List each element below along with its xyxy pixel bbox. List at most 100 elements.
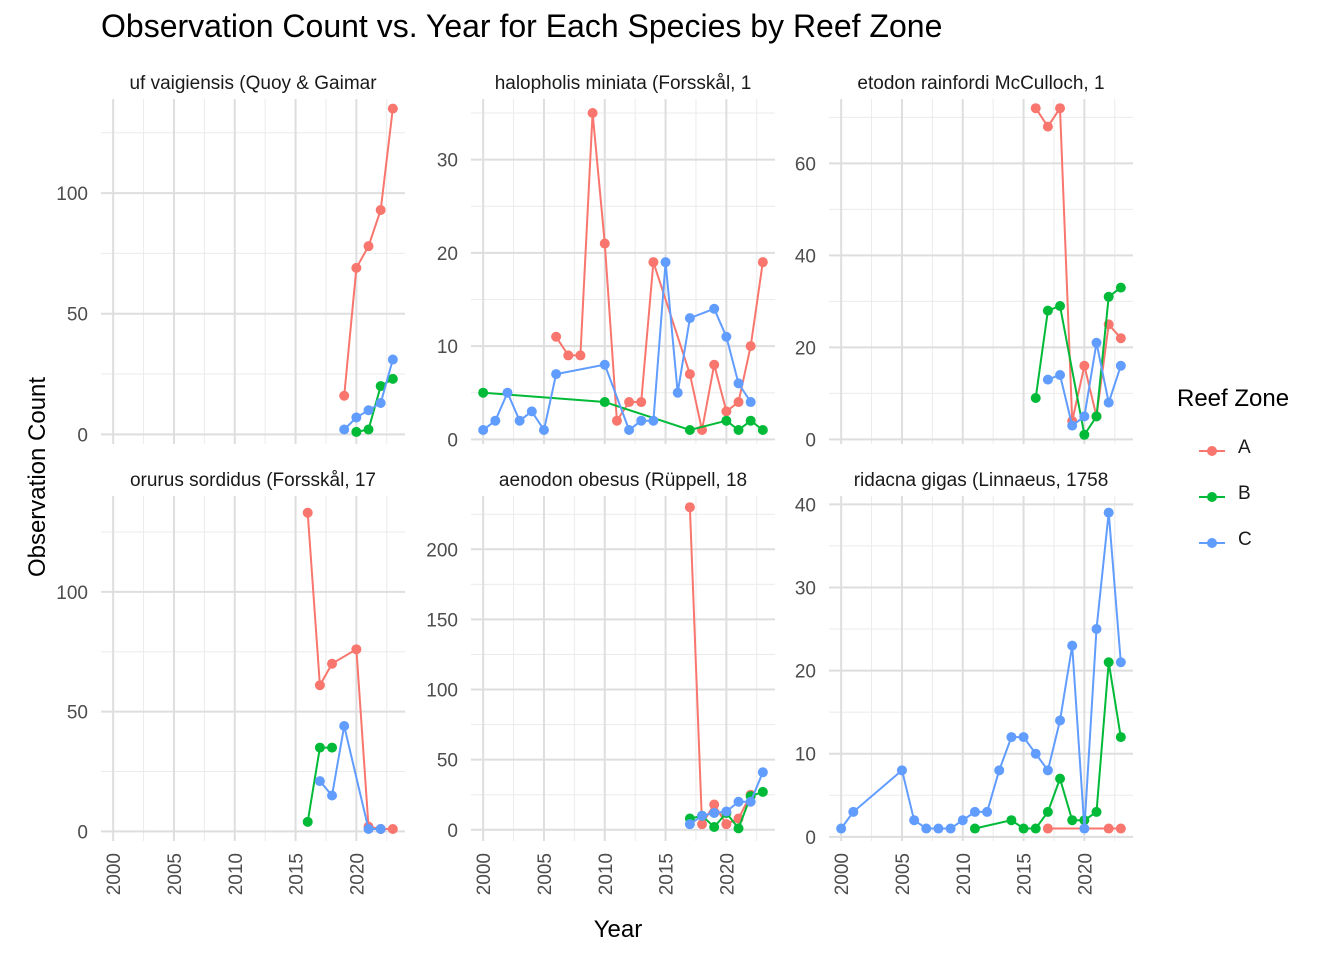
legend-label-b: B [1238, 483, 1251, 504]
panel-6-series-b-point [1067, 815, 1078, 826]
panel-6-series-c-point [1091, 624, 1102, 635]
panel-2-series-c-point [684, 313, 695, 324]
panel-4-y-tick-label: 0 [77, 822, 88, 843]
panel-1-series-b-point [375, 381, 386, 392]
legend-item-c: C [1177, 523, 1337, 569]
panel-3-series-c-point [1091, 337, 1102, 348]
panel-6-series-c-point [848, 806, 859, 817]
panel-4-x-tick-label: 2020 [347, 853, 368, 895]
panel-3-y-tick-label: 20 [795, 338, 816, 359]
panel-2-series-c-point [648, 415, 659, 426]
panel-3-series-b-point [1079, 429, 1090, 440]
legend-key-a [1199, 446, 1225, 456]
panel-5-y-tick-label: 0 [447, 821, 458, 842]
panel-2-series-a-point [648, 257, 659, 268]
panel-2-series-c-point [526, 406, 537, 417]
panel-6-x-tick-label: 2020 [1075, 853, 1096, 895]
panel-6-series-c-point [921, 823, 932, 834]
panel-4-series-c-point [314, 776, 325, 787]
panel-1-series-a-point [375, 204, 386, 215]
y-axis-title: Observation Count [24, 376, 51, 578]
panel-3-series-b-point [1115, 282, 1126, 293]
panel-2-series-c-point [478, 425, 489, 436]
chart-title: Observation Count vs. Year for Each Spec… [101, 8, 943, 44]
panel-5-series-b-point [757, 786, 768, 797]
panel-2-series-b-point [599, 397, 610, 408]
panel-1-series-c-point [375, 397, 386, 408]
panel-6-series-c-point [909, 815, 920, 826]
legend-key-c [1199, 538, 1225, 548]
panel-6-series-c-point [945, 823, 956, 834]
panel-2-series-c-point [514, 415, 525, 426]
panel-3-series-a-point [1042, 121, 1053, 132]
panel-6-series-a-point [1103, 823, 1114, 834]
panel-6-series-c-point [1079, 823, 1090, 834]
panel-3-series-b-point [1091, 411, 1102, 422]
panel-6-x-tick-label: 2000 [832, 853, 853, 895]
panel-5-series-a-point [709, 799, 720, 810]
panel-6-x-tick-label: 2010 [954, 853, 975, 895]
panel-6-series-b-point [969, 823, 980, 834]
panel-3-series-c-point [1067, 420, 1078, 431]
panel-3-y-tick-label: 40 [795, 246, 816, 267]
panel-5-series-c-point [684, 819, 695, 830]
panel-6-series-c-point [1055, 715, 1066, 726]
panel-4-series-c-line [319, 725, 381, 830]
panel-6-series-a-point [1115, 823, 1126, 834]
panel-5-y-tick-label: 200 [426, 540, 458, 561]
panel-5-x-tick-label: 2020 [717, 853, 738, 895]
panel-6-series-b-point [1115, 732, 1126, 743]
panel-4-x-tick-label: 2005 [165, 853, 186, 895]
panel-2-y-tick-label: 20 [437, 244, 458, 265]
legend-dot-a [1207, 446, 1217, 456]
panel-1-series-a-point [351, 262, 362, 273]
panel-2-series-a-point [624, 397, 635, 408]
panel-6-series-c-point [836, 823, 847, 834]
panel-1-series-a-point [387, 103, 398, 114]
panel-5-y-tick-label: 50 [437, 751, 458, 772]
panel-2-series-a-point [551, 331, 562, 342]
panel-2-series-a-point [587, 107, 598, 118]
panel-1-series-c-point [351, 412, 362, 423]
panel-2-series-c-point [538, 425, 549, 436]
panel-2-series-b-point [478, 387, 489, 398]
panel-2-series-c-point [502, 387, 513, 398]
legend: Reef Zone A B C [1177, 385, 1337, 569]
panel-1-y-tick-label: 100 [56, 184, 88, 205]
panel-1-series-b-point [351, 426, 362, 437]
panel-5-x-tick-label: 2005 [535, 853, 556, 895]
panel-6-series-c-point [1042, 765, 1053, 776]
panel-4-series-c-point [363, 824, 374, 835]
panel-6-x-tick-label: 2005 [893, 853, 914, 895]
panel-5-y-tick-label: 100 [426, 681, 458, 702]
panel-6-series-b-point [1103, 657, 1114, 668]
panel-6-x-tick-label: 2015 [1015, 853, 1036, 895]
panel-4-series-a-point [387, 824, 398, 835]
panel-2-series-a-point [599, 238, 610, 249]
panel-2-series-b-point [745, 415, 756, 426]
panel-6-series-b-point [1018, 823, 1029, 834]
panel-3-series-a-line [1034, 105, 1122, 422]
panel-4-y-tick-label: 50 [67, 703, 88, 724]
panel-3-series-a-point [1079, 360, 1090, 371]
panel-2-series-a-point [721, 406, 732, 417]
panel-4-series-b-point [327, 742, 338, 753]
panel-2-series-a-point [709, 359, 720, 370]
panel-6-y-tick-label: 30 [795, 578, 816, 599]
panel-4-x-tick-label: 2015 [287, 853, 308, 895]
panel-5-series-c-point [733, 796, 744, 807]
panel-3-series-a-point [1030, 103, 1041, 114]
panel-2-series-a-point [684, 369, 695, 380]
panel-5-series-a-point [721, 819, 732, 830]
panel-6-series-b-point [1091, 806, 1102, 817]
panel-2-y-tick-label: 10 [437, 337, 458, 358]
panel-2-series-a-point [611, 415, 622, 426]
panel-4-series-a-point [351, 644, 362, 655]
panel-4-series-c-point [339, 721, 350, 731]
panel-3-strip-title: etodon rainfordi McCulloch, 1 [857, 73, 1104, 94]
panel-2-series-c-point [745, 397, 756, 408]
panel-6-series-c-point [994, 765, 1005, 776]
panel-5-series-a-point [684, 502, 695, 513]
panel-2-series-a-point [563, 350, 574, 361]
legend-label-a: A [1238, 437, 1251, 458]
